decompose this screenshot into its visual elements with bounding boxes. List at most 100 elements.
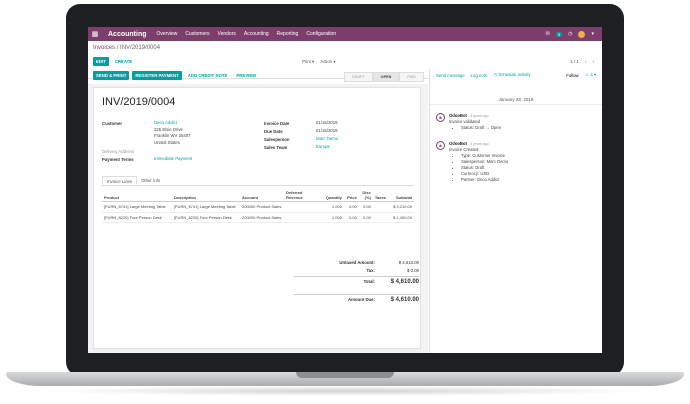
pager-next-icon[interactable]: › — [592, 59, 595, 64]
menu-overview[interactable]: Overview — [156, 31, 178, 37]
menu-vendors[interactable]: Vendors — [217, 31, 236, 37]
laptop-notch — [296, 372, 394, 378]
customer-link[interactable]: Deco Addict — [154, 120, 177, 125]
clock-icon[interactable]: ◷ — [568, 31, 573, 37]
tracking-item: Status: Draft — [461, 165, 508, 171]
log-note-button[interactable]: Log note — [470, 72, 488, 78]
table-header-row: Product Description Account Deferred Rev… — [102, 189, 414, 202]
chevron-down-icon[interactable]: ▾ — [591, 31, 594, 37]
chat-icon[interactable]: ✉ — [545, 31, 550, 37]
tracking-item: Partner: Deco Addict — [461, 177, 508, 183]
topbar-right: ✉ 5 ◷ ▾ — [545, 30, 602, 38]
col-discount[interactable]: Disc (%) — [358, 189, 373, 202]
message-tracking-list: Type: Customer Invoice Salesperson: Marc… — [449, 153, 508, 183]
table-row[interactable]: [FURN_6741] Large Meeting Table [FURN_67… — [102, 201, 414, 213]
chatter-topbar: Send message Log note ◷ Schedule activit… — [430, 69, 602, 81]
edit-button[interactable]: EDIT — [93, 57, 109, 66]
chatter-message: ☻ OdooBot - 3 years ago Invoice Created … — [430, 139, 602, 185]
state-draft[interactable]: DRAFT — [343, 72, 373, 82]
menu-configuration[interactable]: Configuration — [306, 31, 337, 37]
tab-other-info[interactable]: Other Info — [141, 178, 161, 183]
message-body: OdooBot - 3 years ago Invoice validated … — [449, 113, 501, 131]
tracking-item: Currency: USD — [461, 171, 508, 177]
laptop-base — [6, 372, 684, 386]
notification-badge[interactable]: 5 — [555, 31, 563, 37]
print-dropdown[interactable]: Print ▾ — [302, 59, 315, 64]
cell-subtotal: $ 1,400.00 — [389, 212, 414, 223]
due-date-value[interactable]: 01/15/2019 — [316, 128, 338, 133]
cell-price: 0.00 — [343, 212, 359, 223]
cell-subtotal: $ 3,210.00 — [389, 201, 414, 213]
menu-accounting[interactable]: Accounting — [243, 31, 269, 37]
menu-reporting[interactable]: Reporting — [276, 31, 299, 37]
pager: 1 / 1 ‹ › — [570, 59, 594, 64]
payment-terms-value[interactable]: Immediate Payment — [154, 156, 193, 161]
apps-grid-icon[interactable]: ▦ — [91, 31, 99, 38]
tax-label: Tax: — [366, 268, 375, 273]
delivery-address-label: Delivery Address — [102, 149, 135, 154]
cell-discount: 0.00 — [358, 201, 373, 213]
chatter-message: ☻ OdooBot - 3 years ago Invoice validate… — [430, 111, 602, 133]
state-selector: DRAFT OPEN PAID — [343, 72, 424, 82]
col-product[interactable]: Product — [102, 189, 172, 202]
cell-taxes — [372, 201, 390, 213]
tab-invoice-lines[interactable]: Invoice Lines — [102, 176, 138, 185]
message-time: - 3 years ago — [468, 142, 489, 146]
schedule-activity-button[interactable]: ◷ Schedule activity — [493, 72, 531, 77]
col-deferred-revenue[interactable]: Deferred Revenue — [284, 189, 322, 202]
col-description[interactable]: Description — [172, 189, 240, 202]
col-subtotal[interactable]: Subtotal — [389, 189, 414, 202]
state-paid[interactable]: PAID — [399, 72, 424, 82]
invoice-date-value[interactable]: 01/15/2019 — [316, 120, 338, 125]
pager-value[interactable]: 1 / 1 — [570, 59, 579, 64]
cell-account: 200000 Product Sales — [240, 212, 284, 223]
follow-button[interactable]: Follow — [566, 72, 579, 78]
status-buttons: SEND & PRINT REGISTER PAYMENT ADD CREDIT… — [93, 71, 259, 80]
sidebar-actions: Print ▾ Action ▾ — [302, 59, 336, 65]
pager-prev-icon[interactable]: ‹ — [585, 59, 587, 64]
table-row[interactable]: [FURN_8220] Four Person Desk [FURN_8220]… — [102, 212, 414, 223]
payment-terms-label: Payment Terms — [102, 157, 134, 162]
user-avatar[interactable] — [578, 30, 586, 38]
sales-team-value[interactable]: Europe — [316, 144, 330, 149]
col-price[interactable]: Price — [343, 189, 359, 202]
message-author[interactable]: OdooBot — [449, 141, 467, 146]
message-body: OdooBot - 3 years ago Invoice Created Ty… — [449, 141, 508, 183]
salesperson-value[interactable]: Marc Demo — [316, 136, 339, 141]
send-print-button[interactable]: SEND & PRINT — [93, 71, 130, 80]
message-tracking-list: Status: Draft → Open — [449, 125, 501, 131]
cell-product: [FURN_8220] Four Person Desk — [102, 212, 172, 223]
laptop-shadow — [40, 386, 650, 396]
odoobot-avatar-icon: ☻ — [436, 141, 445, 150]
add-credit-note-button[interactable]: ADD CREDIT NOTE — [187, 73, 228, 78]
col-quantity[interactable]: Quantity — [322, 189, 344, 202]
preview-button[interactable]: PREVIEW — [236, 73, 257, 78]
totals-block: Untaxed Amount: $ 4,610.00 Tax: $ 0.00 Tot… — [294, 260, 419, 288]
customer-address: Deco Addict 325 Elsie Drive Franklin WV … — [154, 120, 191, 146]
message-title: Invoice Created — [449, 147, 479, 152]
menu-customers[interactable]: Customers — [185, 31, 210, 37]
cell-description: [FURN_6741] Large Meeting Table — [172, 201, 240, 213]
tracking-item: Type: Customer Invoice — [461, 153, 508, 159]
address-line-1: 325 Elsie Drive — [154, 126, 183, 132]
chatter: Send message Log note ◷ Schedule activit… — [429, 69, 602, 353]
register-payment-button[interactable]: REGISTER PAYMENT — [132, 71, 182, 80]
breadcrumb-invoices[interactable]: Invoices — [93, 45, 116, 51]
followers-button[interactable]: ☺ 3 ▾ — [584, 72, 596, 77]
message-author[interactable]: OdooBot — [449, 113, 467, 118]
app-name[interactable]: Accounting — [108, 30, 147, 38]
state-open[interactable]: OPEN — [372, 72, 400, 82]
create-button[interactable]: CREATE — [114, 59, 133, 64]
col-taxes[interactable]: Taxes — [372, 189, 390, 202]
user-icon: ☺ — [584, 72, 590, 77]
col-account[interactable]: Account — [240, 189, 284, 202]
tax-value: $ 0.00 — [407, 268, 419, 273]
cell-product: [FURN_6741] Large Meeting Table — [102, 201, 172, 213]
cell-account: 200000 Product Sales — [240, 201, 284, 213]
cell-description: [FURN_8220] Four Person Desk — [172, 212, 240, 223]
cell-deferred — [284, 212, 322, 223]
send-message-button[interactable]: Send message — [436, 72, 465, 78]
action-dropdown[interactable]: Action ▾ — [320, 59, 336, 64]
top-navbar: ▦ Accounting Overview Customers Vendors … — [88, 27, 602, 41]
address-line-3: United States — [154, 139, 180, 145]
